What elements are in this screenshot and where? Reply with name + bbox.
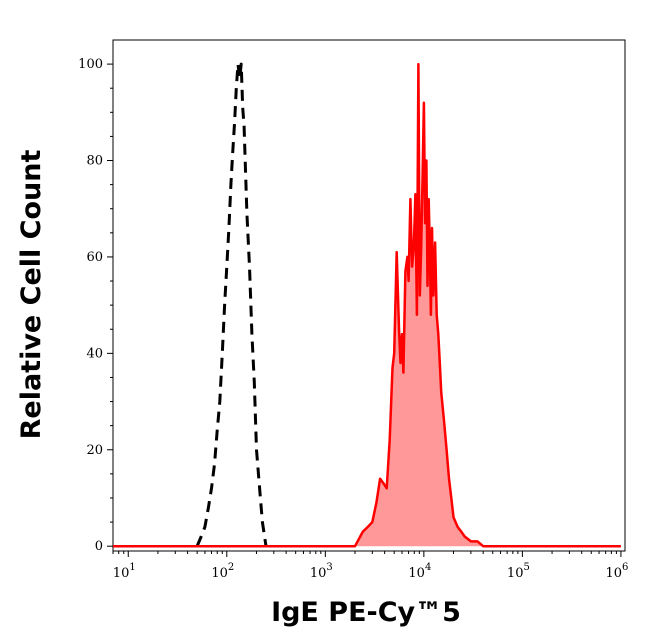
y-axis: 0 20 40 60 80 100: [78, 57, 113, 554]
series-layer: [113, 62, 621, 548]
plot-area: 0 20 40 60 80 100 101 102 103 104 105 106: [78, 39, 628, 581]
x-tick-label: 105: [507, 562, 530, 581]
series-0-line: [195, 62, 268, 547]
y-tick-label: 0: [95, 539, 103, 554]
x-tick-label: 102: [211, 562, 234, 581]
y-tick-label: 100: [78, 57, 103, 72]
x-tick-label: 104: [408, 562, 431, 581]
x-axis: 101 102 103 104 105 106: [112, 551, 628, 581]
series-1-fill: [113, 64, 621, 547]
y-axis-title: Relative Cell Count: [16, 150, 47, 440]
y-tick-label: 80: [86, 154, 103, 169]
y-tick-label: 20: [86, 443, 103, 458]
y-tick-label: 40: [86, 346, 103, 361]
y-tick-label: 60: [86, 250, 103, 265]
plot-frame: [112, 39, 626, 552]
x-tick-label: 103: [310, 562, 333, 581]
x-tick-label: 106: [605, 562, 628, 581]
x-tick-label: 101: [113, 562, 136, 581]
series-1-line: [113, 62, 621, 548]
x-axis-title: IgE PE-Cy™5: [271, 597, 461, 628]
